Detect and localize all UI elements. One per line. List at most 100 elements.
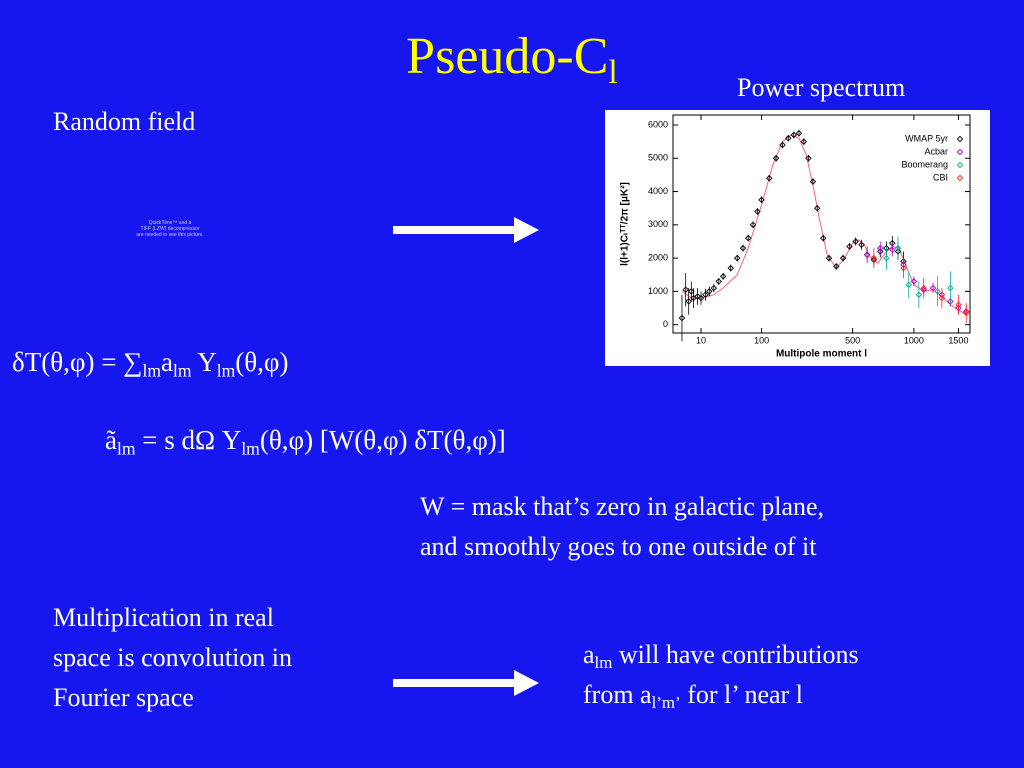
text-run: Pseudo-C	[406, 28, 609, 85]
arrow	[393, 217, 539, 243]
text-line: and smoothly goes to one outside of it	[420, 532, 817, 561]
data-point	[938, 294, 946, 302]
text-run: will have contributions	[612, 640, 859, 669]
data-point	[697, 294, 705, 302]
data-point	[688, 288, 695, 295]
data-point	[744, 234, 752, 242]
note: W = mask that’s zero in galactic plane, a…	[420, 487, 824, 567]
y-axis-label: l(l+1)Cₗᵀᵀ/2π [μK²]	[620, 182, 631, 266]
data-point	[915, 291, 923, 298]
chart-caption: Power spectrum	[737, 73, 906, 102]
text-line: are needed to see this picture.	[136, 232, 204, 238]
data-point	[795, 130, 803, 137]
data-point	[825, 254, 833, 262]
equation: δT(θ,φ) = ∑lmalm Ylm(θ,φ)	[12, 342, 288, 382]
plot-frame	[672, 114, 971, 334]
y-tick-label: 3000	[648, 219, 668, 229]
data-point	[955, 301, 962, 308]
data-point	[962, 309, 970, 317]
y-tick-label: 5000	[648, 153, 668, 163]
x-tick-label: 100	[754, 335, 769, 345]
text-line: space is convolution in	[53, 643, 293, 672]
data-point	[800, 138, 808, 145]
text-run: for l’ near l	[680, 680, 803, 709]
label: Random field	[53, 107, 196, 136]
text-line: TIFF (LZW) decompressor	[140, 226, 200, 232]
text-line: QuickTime™ and a	[148, 220, 192, 226]
legend-label: Boomerang	[901, 159, 948, 169]
subscript: lm	[172, 360, 192, 381]
y-tick-label: 0	[663, 319, 668, 329]
subscript: lm	[142, 360, 161, 381]
data-point	[947, 284, 954, 292]
chart: 0 1000 2000 3000 4000 5000 6000 10 100 500 1000 150…	[620, 114, 971, 360]
subscript: l’m’	[651, 693, 681, 713]
x-tick-label: 10	[696, 335, 706, 345]
data-point	[905, 281, 912, 288]
data-point	[678, 314, 686, 322]
text-run: = s dΩ Y	[135, 425, 242, 455]
data-point	[900, 264, 907, 272]
data-point	[754, 208, 761, 215]
data-point	[839, 254, 847, 262]
data-point	[790, 131, 798, 139]
data-point	[833, 263, 840, 270]
data-point	[758, 196, 765, 204]
text-line: Fourier space	[53, 683, 194, 712]
legend-marker	[956, 148, 964, 156]
y-tick-label: 1000	[648, 286, 668, 296]
data-point	[820, 234, 827, 242]
data-point	[889, 246, 896, 254]
data-point	[805, 155, 812, 162]
subscript: lm	[216, 360, 236, 381]
data-point	[715, 278, 722, 285]
legend-label: CBI	[933, 172, 948, 182]
slide-title: Pseudo-Cl	[0, 22, 1024, 92]
data-point	[846, 243, 853, 250]
image-placeholder: QuickTime™ and a TIFF (LZW) decompressor a…	[100, 220, 240, 238]
data-point	[682, 286, 689, 293]
y-tick-label: 2000	[648, 252, 668, 262]
data-point	[772, 155, 780, 162]
data-point	[858, 241, 865, 249]
data-point	[685, 298, 692, 305]
text-line: alm will have contributions	[583, 635, 859, 675]
note: Multiplication in real space is convoluti…	[53, 598, 292, 718]
text-run: a	[160, 347, 173, 377]
data-point	[852, 238, 859, 245]
data-point	[934, 288, 941, 295]
text-line: from al’m’ for l’ near l	[583, 675, 859, 715]
subscript: l	[608, 54, 618, 92]
data-point	[749, 221, 757, 229]
text-line: W = mask that’s zero in galactic plane,	[420, 492, 825, 521]
subscript: lm	[594, 653, 613, 673]
text-run: from a	[583, 680, 652, 709]
subscript: lm	[241, 438, 260, 459]
subscript: lm	[116, 438, 136, 459]
x-tick-label: 1500	[948, 335, 968, 345]
data-point	[706, 288, 713, 295]
data-point	[910, 278, 918, 285]
y-tick-label: 4000	[648, 186, 668, 196]
text-run: a	[583, 640, 595, 669]
data-point	[739, 244, 747, 252]
text-run: Y	[191, 347, 217, 377]
arrow	[393, 670, 539, 696]
legend-label: WMAP 5yr	[905, 133, 948, 143]
text-run: (θ,φ)	[235, 347, 289, 377]
data-point	[710, 284, 718, 292]
data-point	[766, 175, 773, 182]
data-point	[877, 244, 884, 252]
y-tick-label: 6000	[648, 119, 668, 129]
x-tick-label: 500	[845, 335, 860, 345]
x-axis-label: Multipole moment l	[776, 349, 867, 360]
data-point	[719, 273, 727, 280]
data-point	[727, 264, 734, 272]
data-point	[863, 251, 871, 259]
legend-marker	[956, 135, 964, 143]
legend-marker	[956, 161, 964, 169]
data-point	[702, 291, 709, 298]
note: alm will have contributions from al’m’ fo…	[583, 635, 859, 715]
text-run: ã	[105, 425, 117, 455]
legend-marker	[956, 174, 964, 182]
